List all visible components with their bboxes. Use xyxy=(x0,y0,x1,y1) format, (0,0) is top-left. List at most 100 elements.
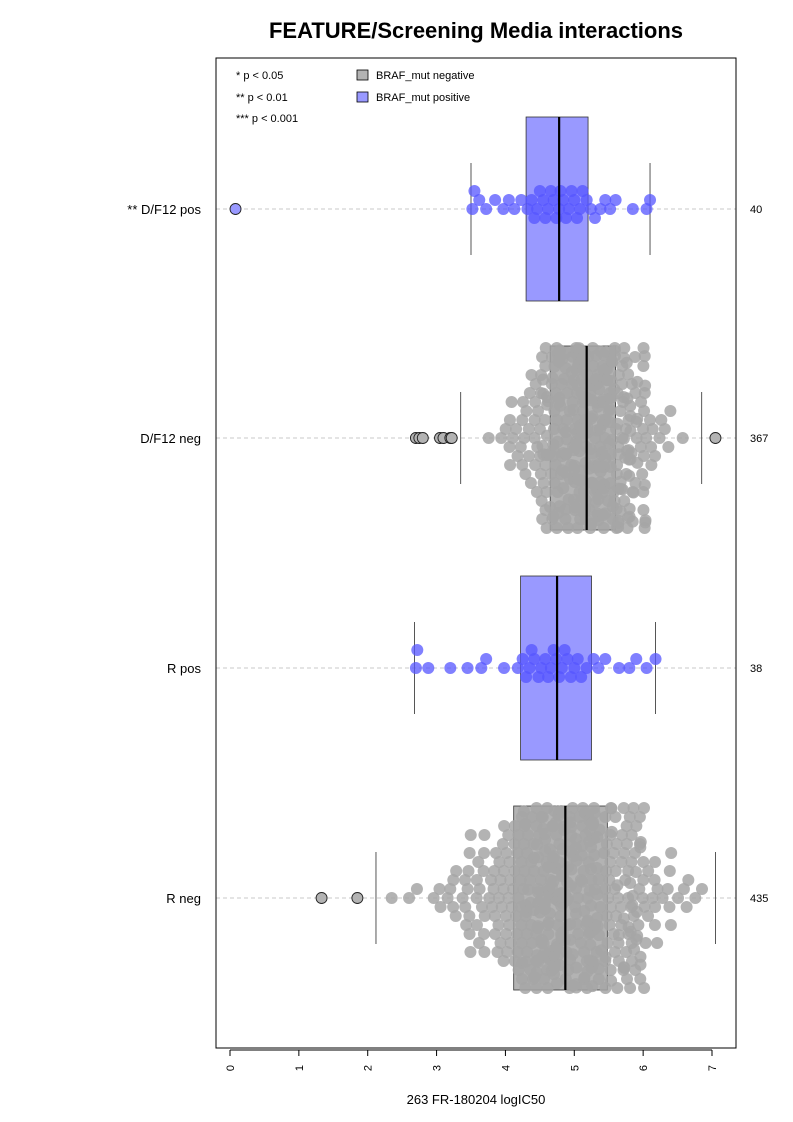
data-point xyxy=(614,901,627,913)
data-point xyxy=(676,432,689,444)
data-point xyxy=(663,865,676,877)
data-point xyxy=(658,423,671,435)
data-point xyxy=(559,513,572,525)
count-label: 435 xyxy=(750,893,768,905)
data-point xyxy=(604,203,617,215)
data-point xyxy=(604,964,617,976)
count-label: 367 xyxy=(750,433,768,445)
data-point xyxy=(609,811,622,823)
data-point xyxy=(385,892,398,904)
outlier-point xyxy=(709,432,722,444)
data-point xyxy=(511,450,524,462)
data-point xyxy=(532,671,545,683)
data-point xyxy=(536,351,549,363)
data-point xyxy=(526,811,539,823)
data-point xyxy=(655,414,668,426)
data-point xyxy=(542,395,555,408)
data-point xyxy=(517,805,530,818)
data-point xyxy=(640,203,653,215)
data-point xyxy=(434,901,447,913)
data-point xyxy=(537,937,550,950)
plot-frame xyxy=(215,57,737,1049)
data-point xyxy=(480,653,493,665)
data-point xyxy=(477,928,490,940)
data-point xyxy=(482,432,495,444)
data-point xyxy=(642,865,655,877)
data-point xyxy=(565,863,578,876)
data-point xyxy=(542,203,555,215)
data-point xyxy=(506,432,519,444)
data-point xyxy=(410,883,423,895)
data-point xyxy=(473,937,486,949)
data-point xyxy=(593,823,606,836)
data-point xyxy=(543,907,556,920)
data-point xyxy=(403,892,416,904)
data-point xyxy=(618,961,631,974)
outlier-point xyxy=(315,892,328,904)
data-point xyxy=(561,387,574,399)
data-point xyxy=(540,486,553,498)
data-point xyxy=(502,194,515,206)
data-point xyxy=(459,901,472,913)
data-point xyxy=(566,802,579,814)
data-point xyxy=(566,948,579,961)
data-point xyxy=(634,836,647,849)
data-point xyxy=(535,495,548,507)
data-point xyxy=(572,928,585,940)
data-point xyxy=(542,928,555,941)
data-point xyxy=(518,432,531,444)
data-point xyxy=(524,477,537,489)
data-point xyxy=(536,513,549,525)
data-point xyxy=(615,856,628,868)
data-point xyxy=(527,865,540,877)
data-point xyxy=(551,414,564,426)
data-point xyxy=(522,883,535,896)
data-point xyxy=(600,838,613,850)
data-point xyxy=(548,477,561,489)
count-label: 40 xyxy=(750,204,762,216)
data-point xyxy=(494,874,507,886)
data-point xyxy=(644,194,657,206)
x-tick-label: 1 xyxy=(294,1065,306,1071)
data-point xyxy=(603,403,616,416)
count-label: 38 xyxy=(750,663,762,675)
data-point xyxy=(572,892,585,904)
data-point xyxy=(571,653,584,665)
data-point xyxy=(531,203,544,215)
data-point xyxy=(478,910,491,922)
data-point xyxy=(547,968,560,981)
x-tick-label: 2 xyxy=(363,1065,375,1071)
data-point xyxy=(533,185,546,197)
data-point xyxy=(461,662,474,674)
data-point xyxy=(522,829,535,841)
data-point xyxy=(662,441,675,453)
data-point xyxy=(568,662,581,674)
data-point xyxy=(648,874,661,886)
data-point xyxy=(585,899,598,912)
data-point xyxy=(609,194,622,206)
data-point xyxy=(611,982,624,994)
data-point xyxy=(611,459,624,472)
data-point xyxy=(637,856,650,868)
data-point xyxy=(634,973,647,985)
data-point xyxy=(510,910,523,922)
data-point xyxy=(623,811,636,823)
data-point xyxy=(489,194,502,206)
data-point xyxy=(542,671,555,683)
data-point xyxy=(459,874,472,886)
data-point xyxy=(677,883,690,895)
data-point xyxy=(510,423,523,435)
data-point xyxy=(503,856,516,868)
data-point xyxy=(530,486,543,498)
data-point xyxy=(651,883,664,895)
data-point xyxy=(517,396,530,408)
data-point xyxy=(637,423,650,435)
data-point xyxy=(625,829,638,841)
data-point xyxy=(504,874,517,886)
x-tick-label: 4 xyxy=(500,1065,512,1071)
data-point xyxy=(498,820,511,832)
data-point xyxy=(607,847,620,859)
data-point xyxy=(682,874,695,886)
data-point xyxy=(489,928,502,940)
data-point xyxy=(542,916,555,929)
